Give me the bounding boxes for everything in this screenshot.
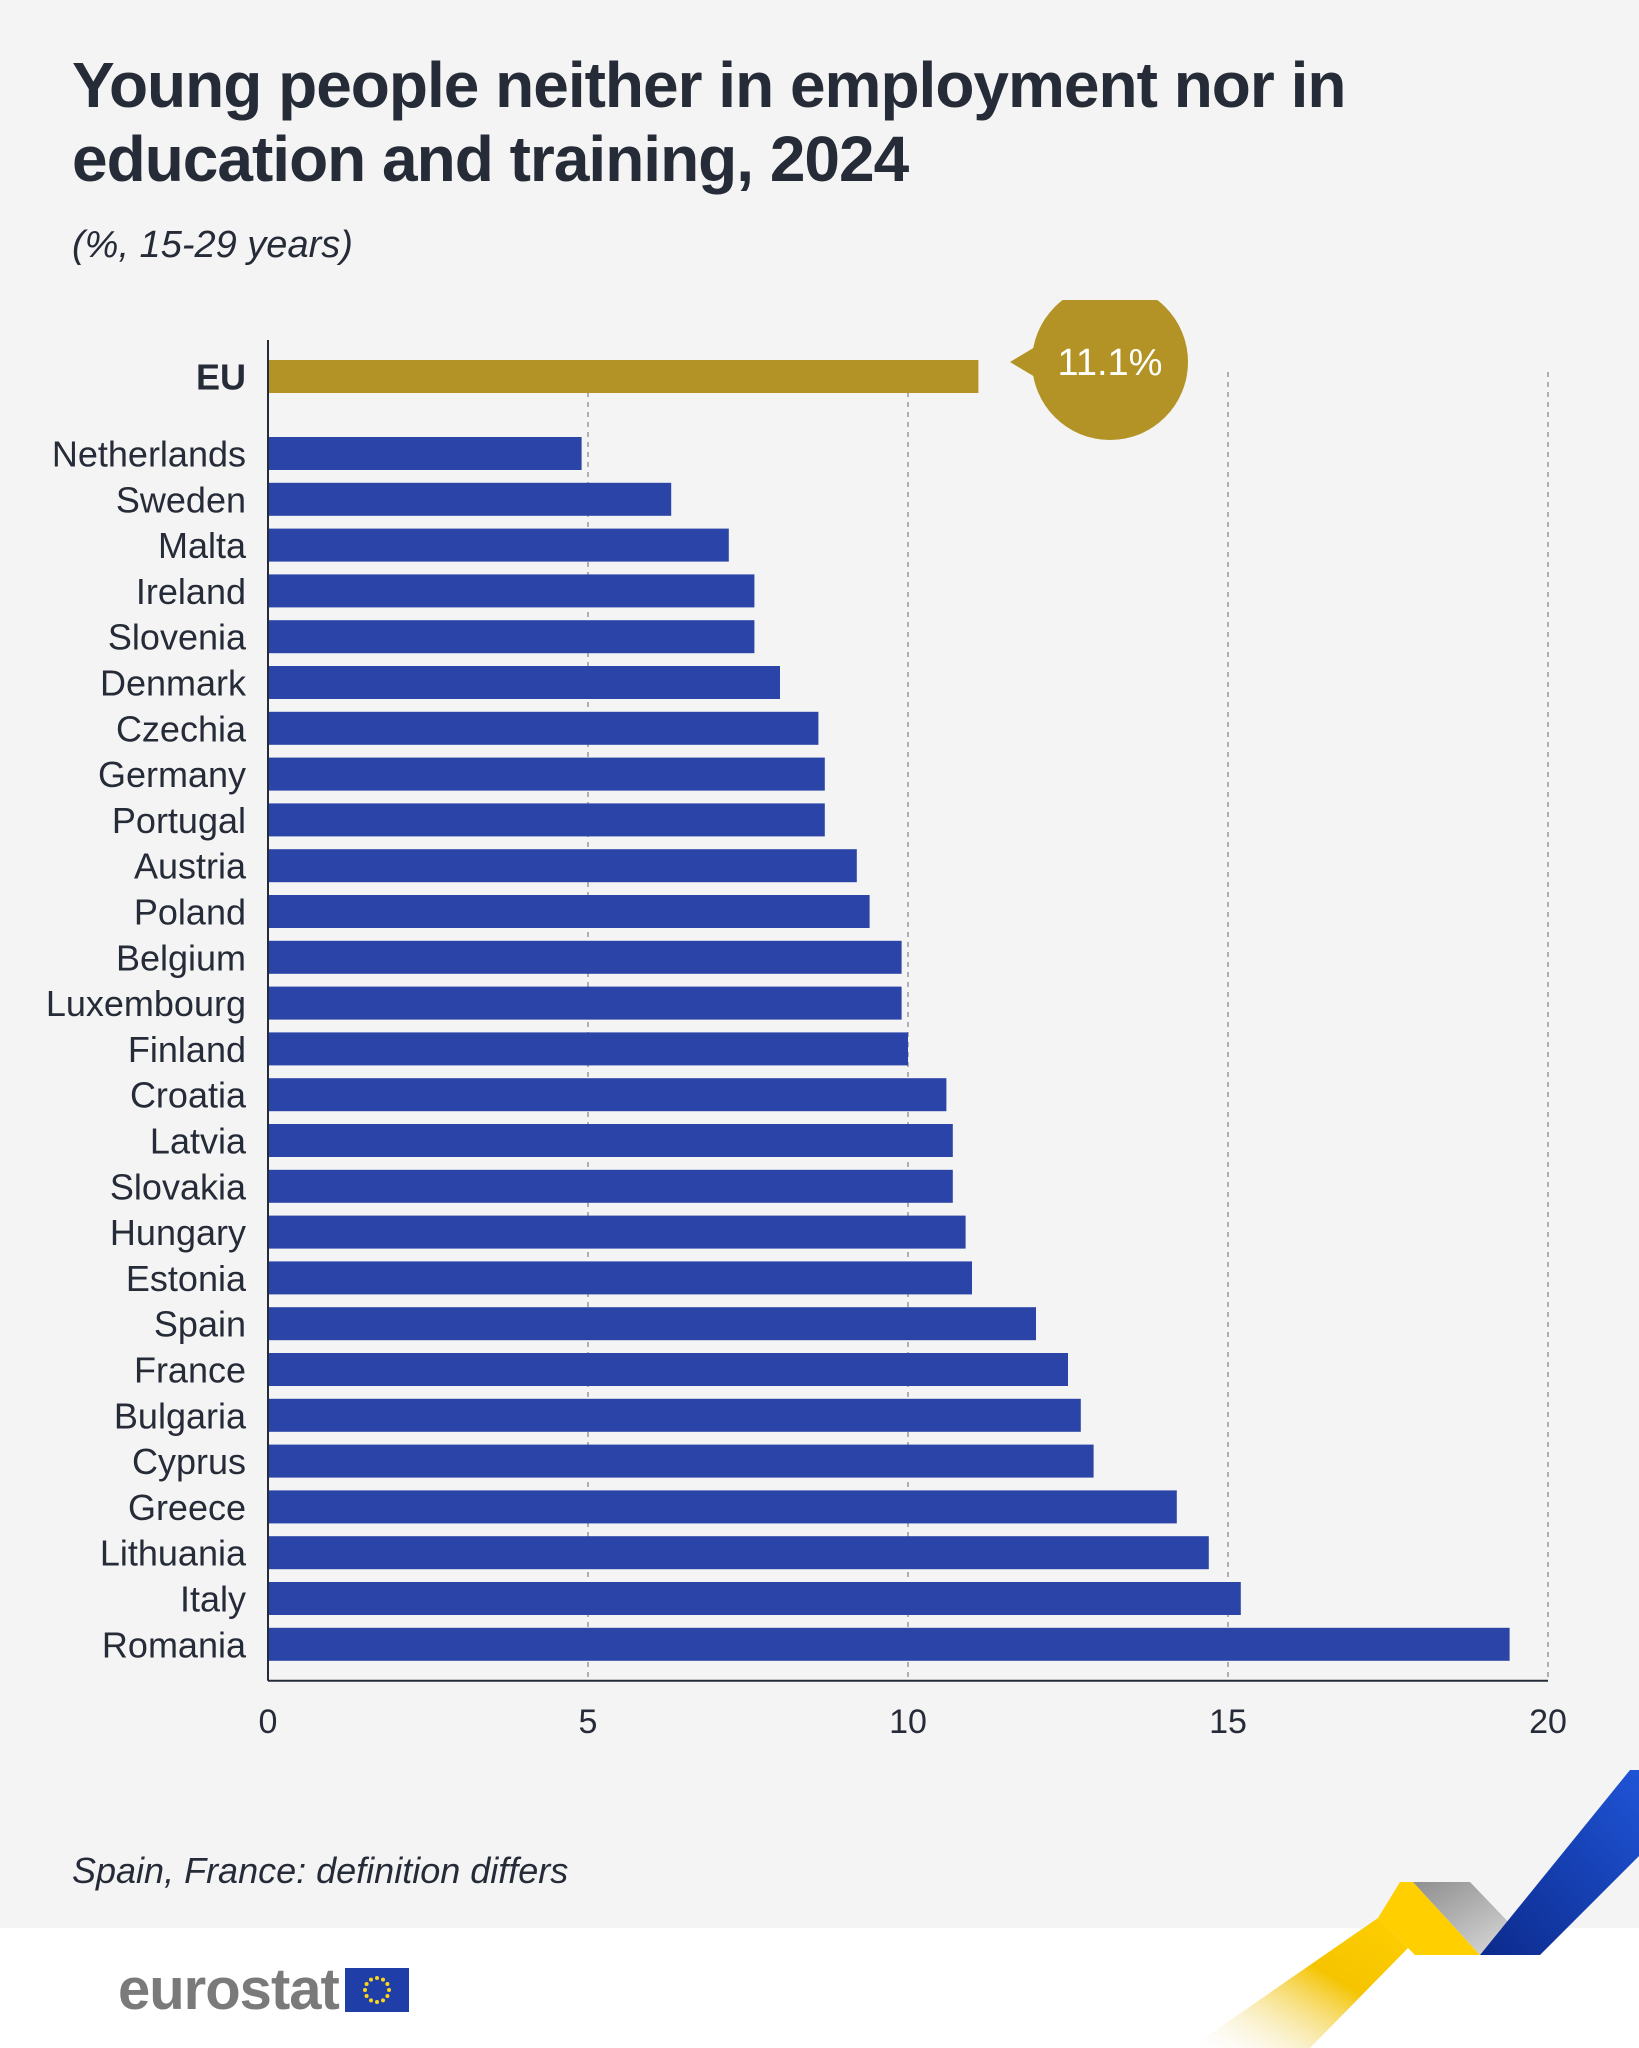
- category-label: Bulgaria: [114, 1395, 247, 1436]
- category-label: France: [134, 1350, 246, 1391]
- x-tick-label: 10: [889, 1703, 927, 1741]
- bar: [268, 528, 729, 562]
- footnote: Spain, France: definition differs: [72, 1850, 569, 1891]
- x-tick-label: 15: [1209, 1703, 1247, 1741]
- bar: [268, 1353, 1068, 1386]
- chart-title: Young people neither in employment nor i…: [72, 49, 1346, 195]
- eu-bar: [268, 360, 979, 393]
- x-tick-label: 0: [259, 1703, 278, 1741]
- category-label: Malta: [158, 525, 247, 566]
- bar: [268, 1444, 1094, 1478]
- bar: [268, 1215, 966, 1249]
- bar: [268, 986, 902, 1020]
- eu-label: EU: [196, 357, 246, 398]
- bar: [268, 620, 755, 654]
- category-label: Ireland: [136, 571, 246, 612]
- category-label: Hungary: [110, 1212, 246, 1253]
- bar: [268, 757, 825, 791]
- category-label: Czechia: [116, 708, 247, 749]
- category-label: Finland: [128, 1029, 246, 1070]
- eu-value-callout: [1032, 300, 1188, 440]
- category-label: Romania: [102, 1624, 247, 1665]
- category-label: Cyprus: [132, 1441, 246, 1482]
- bar: [268, 482, 672, 516]
- category-label: Slovenia: [108, 617, 247, 658]
- category-label: Croatia: [130, 1075, 247, 1116]
- eurostat-logo: eurostat: [118, 1956, 409, 2023]
- category-label: Netherlands: [52, 434, 246, 475]
- category-label: Sweden: [116, 479, 246, 520]
- bar: [268, 1124, 953, 1157]
- bar: [268, 849, 857, 883]
- bar: [268, 1169, 953, 1203]
- category-label: Poland: [134, 892, 246, 933]
- eu-flag-icon: [344, 1967, 409, 2012]
- bar: [268, 895, 870, 928]
- chart-subtitle: (%, 15-29 years): [72, 224, 353, 266]
- bar: [268, 1078, 947, 1112]
- bar: [268, 1536, 1209, 1570]
- category-label: Germany: [98, 754, 246, 795]
- bar: [268, 1261, 972, 1295]
- category-label: Austria: [134, 846, 247, 887]
- bar: [268, 1627, 1510, 1661]
- bar: [268, 940, 902, 974]
- category-label: Latvia: [150, 1121, 247, 1162]
- bar: [268, 711, 819, 745]
- bar: [268, 803, 825, 837]
- category-label: Belgium: [116, 937, 246, 978]
- x-tick-label: 20: [1529, 1703, 1567, 1741]
- bar: [268, 666, 780, 699]
- callout-pointer: [1010, 344, 1040, 380]
- category-label: Greece: [128, 1487, 246, 1528]
- category-label: Spain: [154, 1304, 246, 1345]
- bar: [268, 1307, 1036, 1341]
- logo-text: eurostat: [118, 1957, 340, 2022]
- category-label: Portugal: [112, 800, 246, 841]
- category-label: Estonia: [126, 1258, 247, 1299]
- category-label: Slovakia: [110, 1166, 247, 1207]
- bar: [268, 1032, 908, 1066]
- eu-value-label: 11.1%: [1058, 342, 1163, 384]
- bar: [268, 1490, 1177, 1524]
- bar: [268, 1398, 1081, 1432]
- category-label: Luxembourg: [46, 983, 246, 1024]
- bar: [268, 574, 755, 608]
- category-label: Denmark: [100, 663, 247, 704]
- x-tick-label: 5: [579, 1703, 598, 1741]
- decorative-ribbon: [1190, 1770, 1639, 2048]
- category-label: Lithuania: [100, 1533, 247, 1574]
- bar: [268, 1582, 1241, 1615]
- bar: [268, 437, 582, 470]
- category-label: Italy: [180, 1579, 246, 1620]
